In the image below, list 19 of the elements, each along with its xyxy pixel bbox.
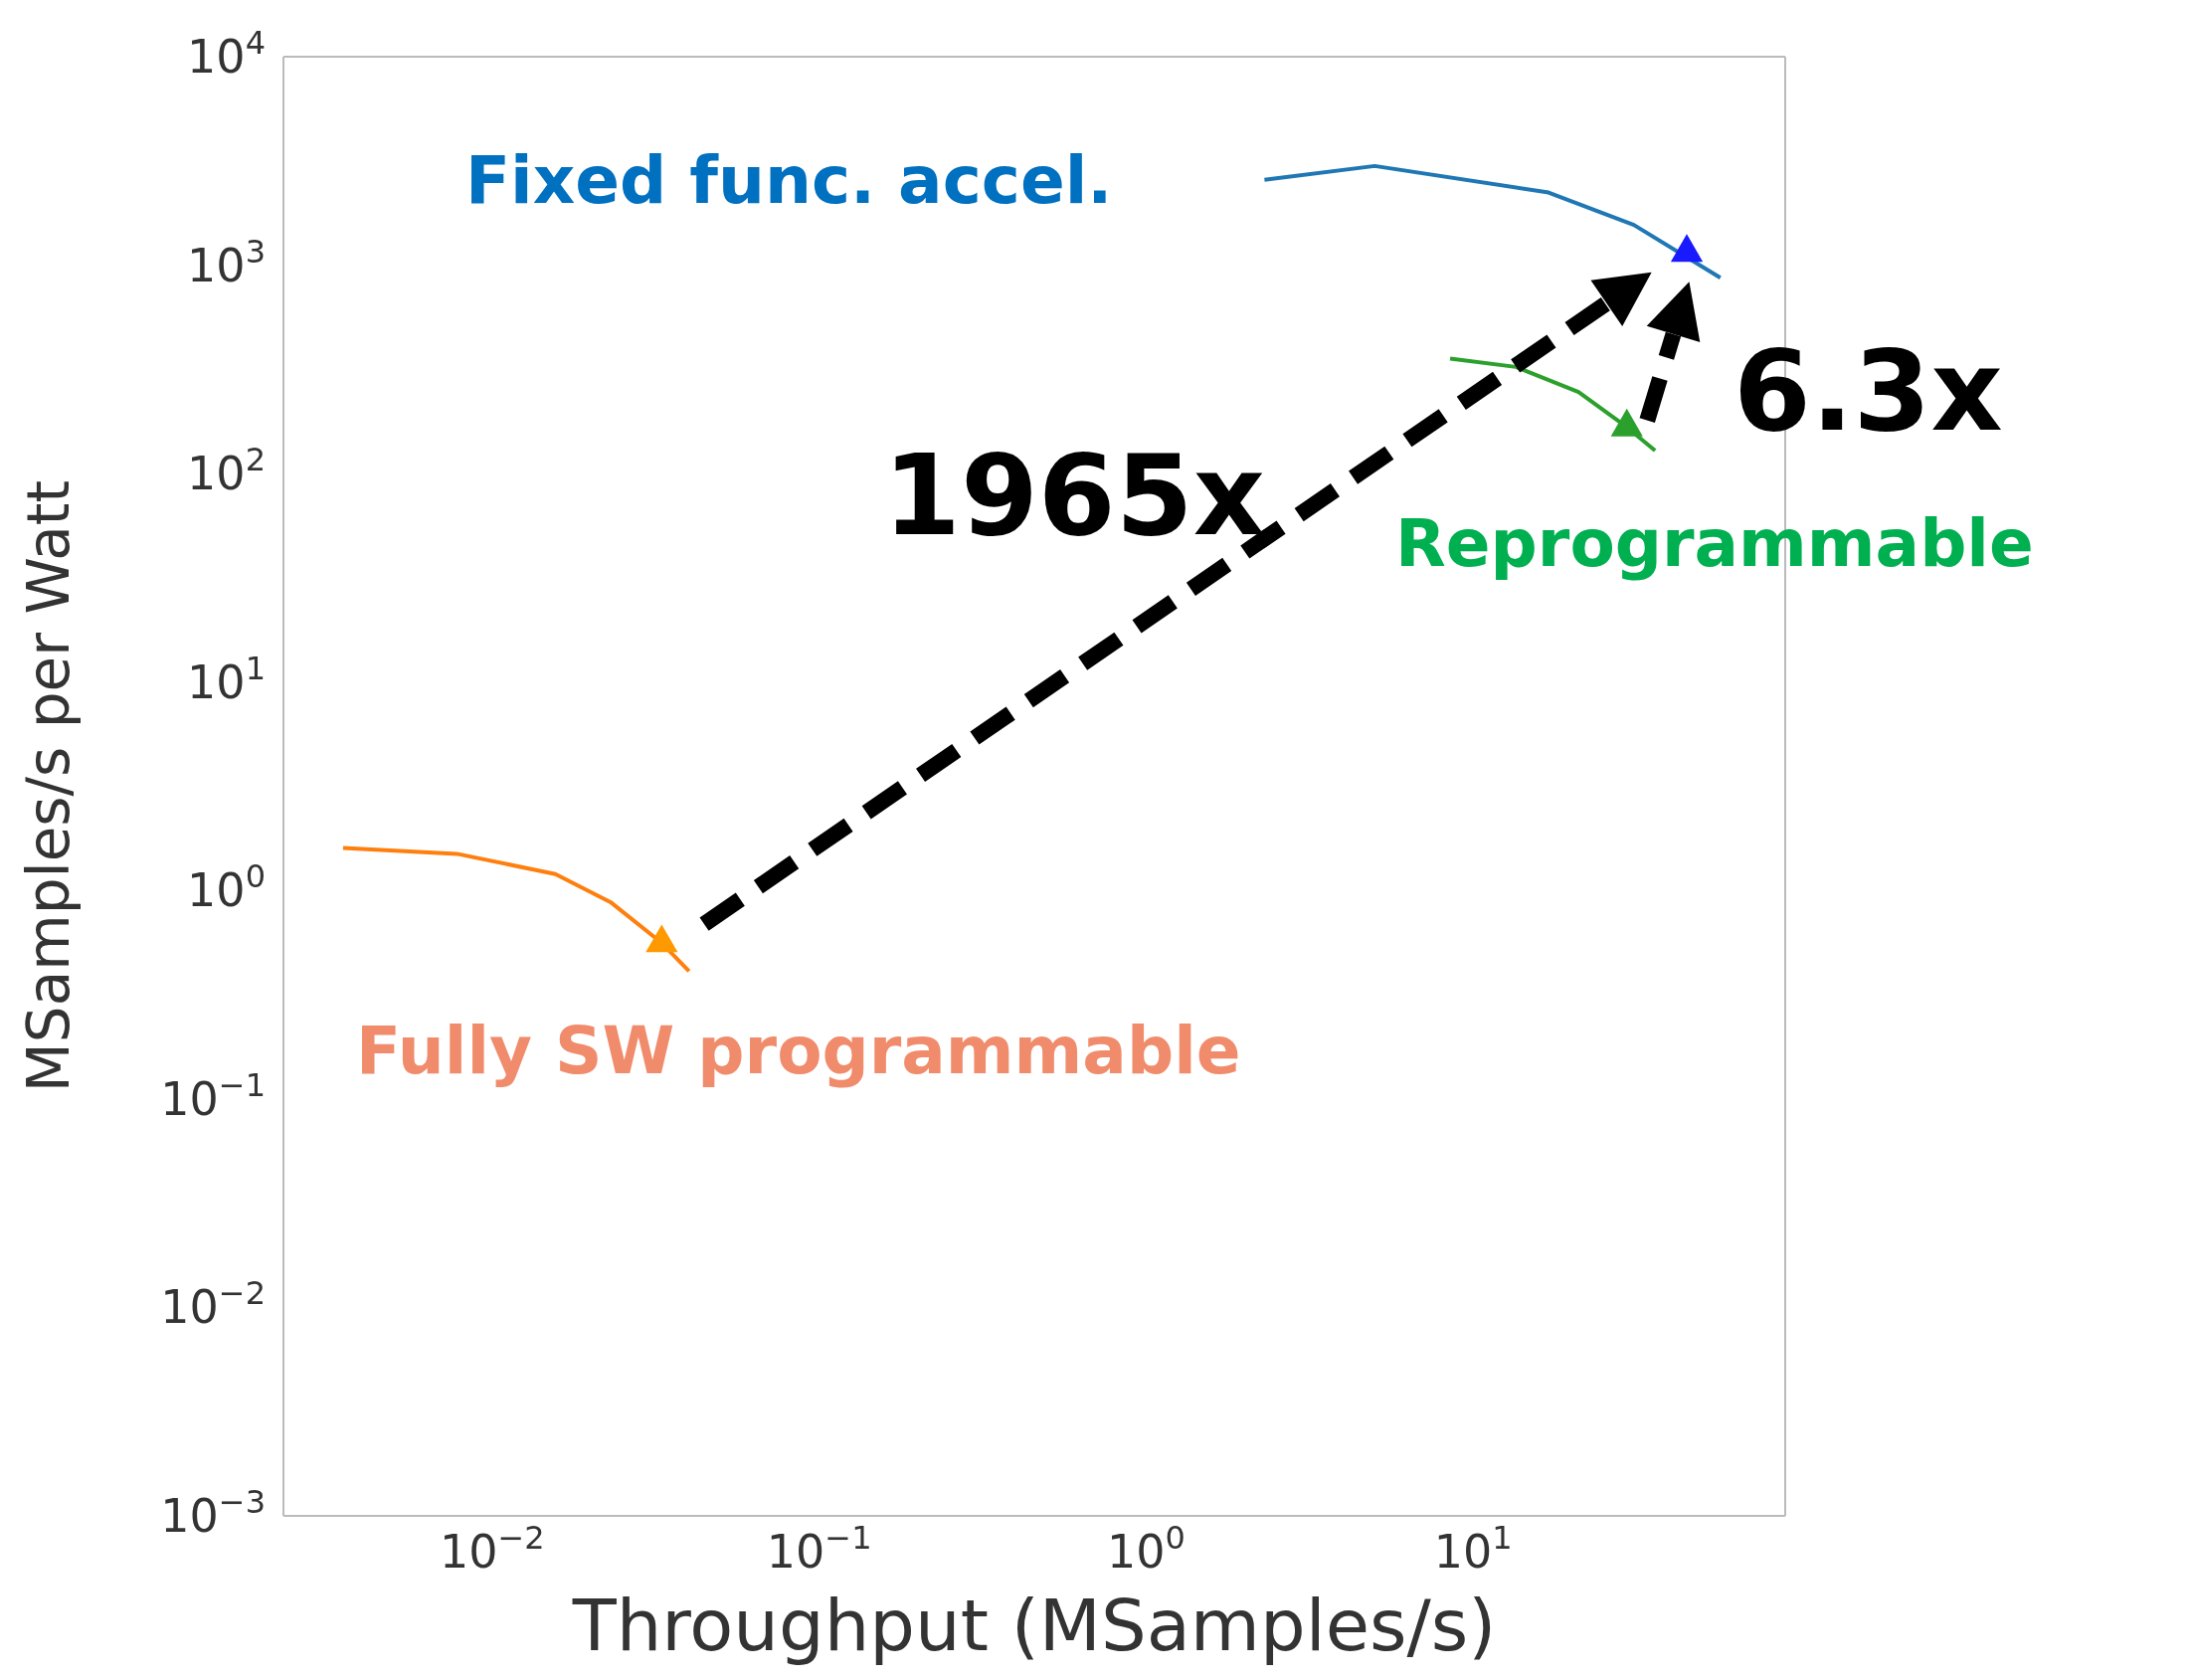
- x-tick-label: 10$^{−2}$: [440, 1519, 545, 1579]
- y-tick-label: 10$^{4}$: [187, 24, 266, 84]
- x-axis-title: Throughput (MSamples/s): [571, 1584, 1497, 1667]
- y-tick-label: 10$^{−3}$: [160, 1483, 266, 1543]
- text: Fixed func. accel.: [465, 142, 1113, 219]
- annotation: 6.3x: [1734, 326, 2003, 456]
- y-tick-label: 10$^{0}$: [187, 857, 266, 918]
- y-tick-label: 10$^{1}$: [187, 649, 266, 709]
- x-tick-label: 10$^{0}$: [1107, 1519, 1186, 1579]
- y-tick-label: 10$^{3}$: [187, 232, 266, 292]
- y-tick-label: 10$^{−1}$: [160, 1065, 266, 1126]
- y-axis-title: MSamples/s per Watt: [14, 479, 83, 1093]
- y-tick-label: 10$^{−2}$: [160, 1274, 266, 1335]
- annotation: 1965x: [883, 431, 1265, 560]
- y-tick-label: 10$^{2}$: [187, 441, 266, 501]
- x-tick-label: 10$^{−1}$: [766, 1519, 872, 1579]
- x-tick-label: 10$^{1}$: [1433, 1519, 1513, 1579]
- text: Fully SW programmable: [356, 1013, 1241, 1089]
- series-label: Reprogrammable: [1395, 505, 2034, 582]
